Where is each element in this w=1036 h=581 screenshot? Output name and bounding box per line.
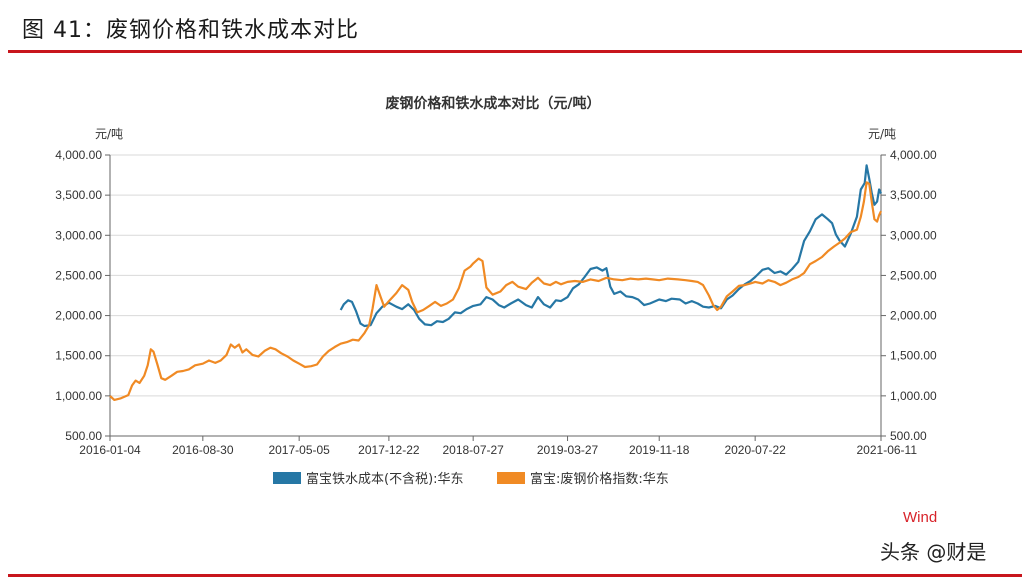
legend[interactable]: 富宝铁水成本(不含税):华东 富宝:废钢价格指数:华东 — [273, 471, 669, 487]
y-tick-label-left: 2,000.00 — [55, 309, 102, 323]
x-tick-label: 2016-08-30 — [172, 443, 234, 457]
x-tick-label: 2016-01-04 — [79, 443, 141, 457]
y-tick-label-left: 1,500.00 — [55, 349, 102, 363]
figure-title: 图 41：废钢价格和铁水成本对比 — [22, 18, 359, 43]
x-tick-labels: 2016-01-04 2016-08-30 2017-05-05 2017-12-22… — [79, 443, 917, 457]
x-tick-label: 2017-05-05 — [268, 443, 330, 457]
watermark: 头条 @财是 — [880, 540, 987, 564]
y-tick-label-right: 2,500.00 — [890, 268, 937, 282]
series-line-scrap-price — [109, 181, 882, 401]
y-tick-labels: 500.00 500.00 1,000.00 1,000.00 1,500.00 1,50… — [55, 148, 937, 443]
grid — [110, 154, 881, 397]
y-tick-label-right: 3,500.00 — [890, 188, 937, 202]
legend-swatch — [497, 472, 525, 484]
legend-label: 富宝铁水成本(不含税):华东 — [306, 471, 464, 487]
x-tick-label: 2021-06-11 — [857, 443, 918, 457]
y-tick-label-right: 2,000.00 — [890, 309, 937, 323]
x-tick-label: 2019-03-27 — [537, 443, 599, 457]
legend-label: 富宝:废钢价格指数:华东 — [530, 471, 669, 487]
y-tick-label-right: 4,000.00 — [890, 148, 937, 162]
y-tick-label-left: 3,000.00 — [55, 228, 102, 242]
x-tick-label: 2019-11-18 — [629, 443, 690, 457]
y-tick-label-right: 500.00 — [890, 429, 927, 443]
top-rule — [8, 50, 1022, 53]
y-tick-label-left: 4,000.00 — [55, 148, 102, 162]
series-lines — [109, 164, 882, 401]
source-label: Wind — [903, 509, 938, 526]
y-tick-label-left: 2,500.00 — [55, 268, 102, 282]
series-line-iron-cost — [339, 164, 882, 328]
left-axis-unit: 元/吨 — [95, 127, 123, 141]
legend-swatch — [273, 472, 301, 484]
right-axis-unit: 元/吨 — [868, 127, 896, 141]
y-tick-label-left: 1,000.00 — [55, 389, 102, 403]
y-tick-label-left: 3,500.00 — [55, 188, 102, 202]
y-tick-label-right: 1,500.00 — [890, 349, 937, 363]
x-tick-label: 2017-12-22 — [358, 443, 420, 457]
y-tick-label-left: 500.00 — [65, 429, 102, 443]
y-tick-label-right: 3,000.00 — [890, 228, 937, 242]
y-tick-label-right: 1,000.00 — [890, 389, 937, 403]
chart-title: 废钢价格和铁水成本对比（元/吨） — [385, 95, 600, 112]
bottom-rule — [8, 574, 1022, 577]
axes — [105, 154, 886, 441]
x-tick-label: 2020-07-22 — [724, 443, 786, 457]
x-tick-label: 2018-07-27 — [442, 443, 504, 457]
